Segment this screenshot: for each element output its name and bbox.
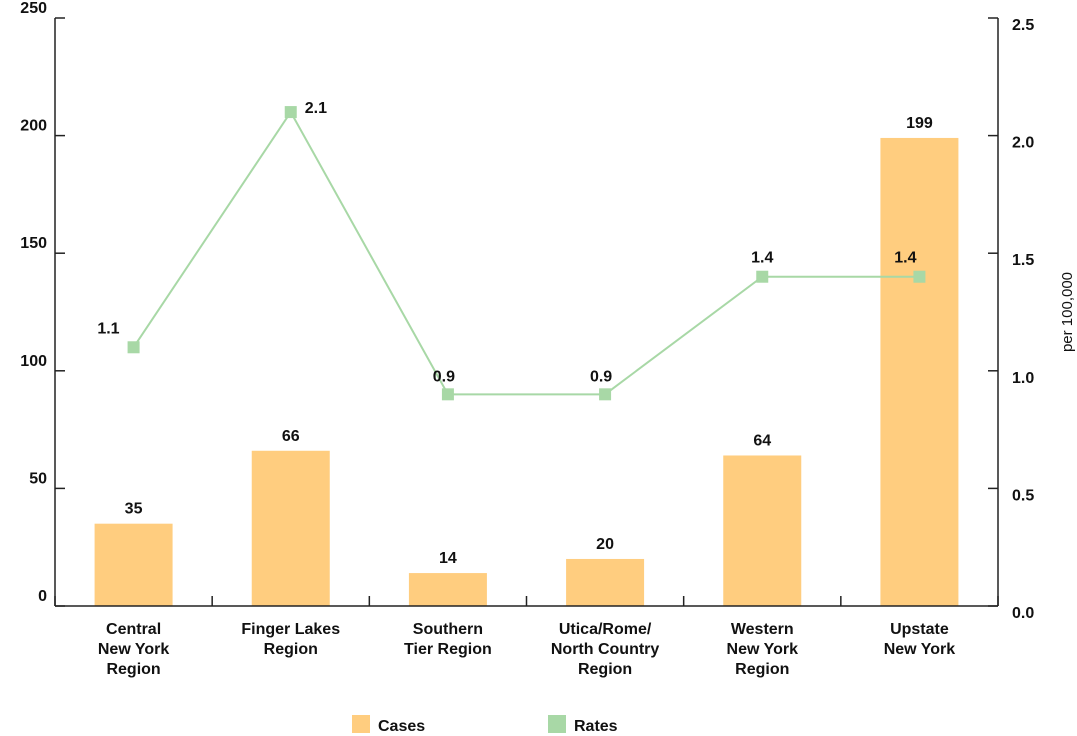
- category-label: Southern Tier Region: [404, 621, 492, 658]
- right-y-axis: 0.0 0.5 1.0 1.5 2.0 2.5: [988, 17, 1034, 622]
- rates-value-label: 1.4: [894, 250, 916, 267]
- bar-value-label: 14: [439, 550, 457, 567]
- right-axis-title: per 100,000: [1059, 272, 1076, 352]
- rates-value-label: 2.1: [305, 100, 327, 117]
- category-label: Finger Lakes Region: [241, 621, 340, 658]
- rates-series-line: [132, 110, 920, 396]
- legend-label-rates: Rates: [574, 718, 618, 735]
- category-label-line: Region: [106, 661, 160, 678]
- rates-value-label: 1.1: [97, 320, 119, 337]
- left-tick-label: 0: [38, 588, 47, 605]
- right-tick-label: 2.5: [1012, 17, 1034, 34]
- category-label-line: New York: [98, 641, 170, 658]
- rates-point: [913, 270, 926, 283]
- category-label-line: Finger Lakes: [241, 621, 340, 638]
- category-label: Central New York Region: [98, 621, 170, 678]
- right-tick-label: 0.0: [1012, 605, 1034, 622]
- rates-point: [599, 388, 612, 401]
- rates-point: [127, 341, 140, 354]
- bar-cases: [723, 455, 802, 606]
- legend-swatch-rates: [548, 715, 566, 733]
- legend-label-cases: Cases: [378, 718, 425, 735]
- category-label-line: North Country: [551, 641, 660, 658]
- category-label-line: Southern: [413, 621, 483, 638]
- bar-value-label: 35: [125, 501, 143, 518]
- category-label-line: Region: [735, 661, 789, 678]
- rates-point: [284, 106, 297, 119]
- rates-value-label: 1.4: [751, 250, 773, 267]
- bar-cases: [880, 137, 959, 606]
- right-tick-label: 1.0: [1012, 370, 1034, 387]
- category-label-line: Central: [106, 621, 161, 638]
- category-label: Utica/Rome/North Country Region: [551, 621, 660, 678]
- left-y-axis: 0 50 100 150 200 250: [20, 0, 65, 607]
- category-label: Upstate New York: [884, 621, 956, 658]
- category-label-line: Western: [731, 621, 794, 638]
- category-label-line: Region: [264, 641, 318, 658]
- left-tick-label: 150: [20, 235, 47, 252]
- category-label-line: New York: [727, 641, 799, 658]
- left-tick-label: 250: [20, 0, 47, 17]
- category-label: Western New York Region: [727, 621, 799, 678]
- cases-bars: 35 66 14 20 64 199: [94, 115, 959, 606]
- left-tick-label: 200: [20, 118, 47, 135]
- rates-value-label: 0.9: [433, 368, 455, 385]
- bar-value-label: 20: [596, 536, 614, 553]
- bar-value-label: 64: [753, 432, 771, 449]
- rates-point: [441, 388, 454, 401]
- rates-point: [756, 270, 769, 283]
- legend-swatch-cases: [352, 715, 370, 733]
- bar-value-label: 199: [906, 115, 933, 132]
- x-axis: Central New York Region Finger Lakes Region S…: [54, 596, 999, 678]
- category-label-line: Region: [578, 661, 632, 678]
- category-label-line: Tier Region: [404, 641, 492, 658]
- left-tick-label: 50: [29, 470, 47, 487]
- bar-cases: [251, 450, 330, 606]
- bar-value-label: 66: [282, 428, 300, 445]
- right-tick-label: 0.5: [1012, 487, 1034, 504]
- right-tick-label: 2.0: [1012, 135, 1034, 152]
- rates-value-label: 0.9: [590, 368, 612, 385]
- category-label-line: Upstate: [890, 621, 949, 638]
- rates-line: 1.1 2.1 0.9 0.9 1.4 1.4: [97, 100, 926, 401]
- bar-cases: [94, 523, 173, 606]
- left-tick-label: 100: [20, 353, 47, 370]
- category-label-line: New York: [884, 641, 956, 658]
- legend: Cases Rates: [352, 715, 618, 735]
- category-label-line: Utica/Rome/: [559, 621, 652, 638]
- right-tick-label: 1.5: [1012, 252, 1034, 269]
- bar-cases: [566, 558, 645, 606]
- bar-cases: [408, 573, 487, 606]
